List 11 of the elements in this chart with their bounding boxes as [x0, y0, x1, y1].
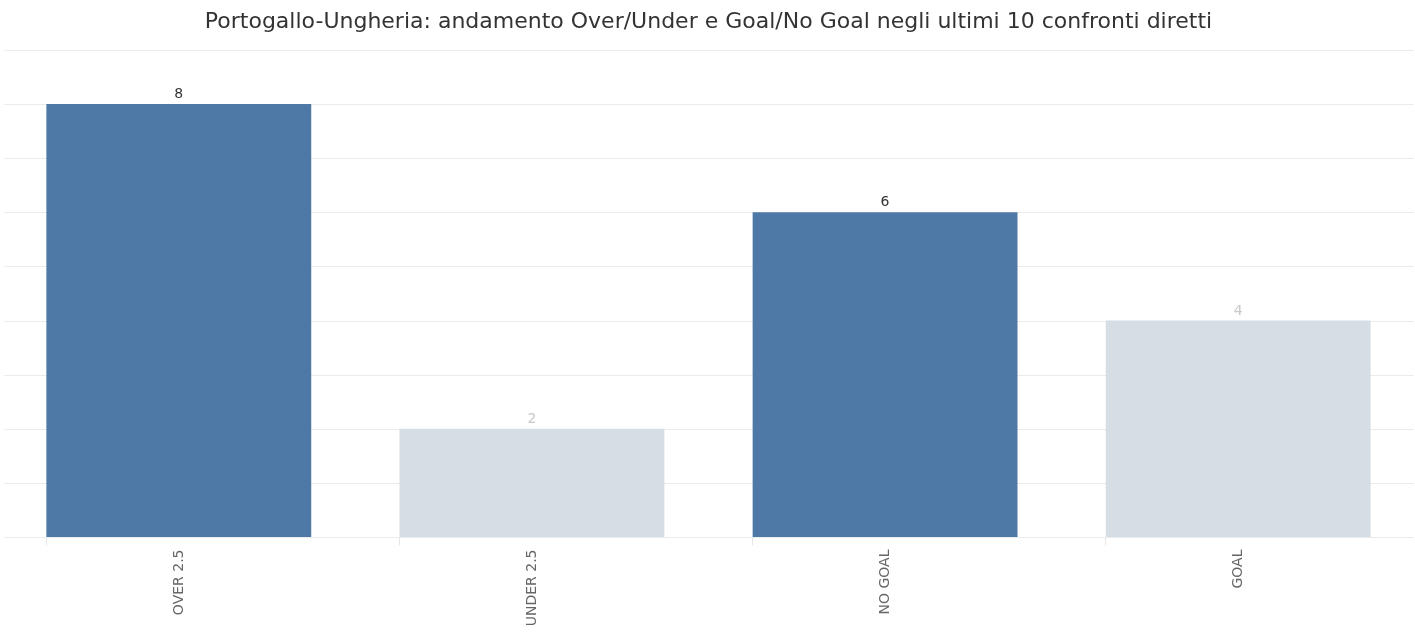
chart-title: Portogallo-Ungheria: andamento Over/Under e Goal/No Goal negli ultimi 10 confronti diretti: [204, 8, 1213, 33]
bar: [399, 428, 665, 537]
x-tick-label: OVER 2.5: [169, 549, 186, 616]
bar: [752, 212, 1018, 537]
x-tick-label: NO GOAL: [876, 549, 893, 615]
x-tick-label: GOAL: [1229, 549, 1246, 589]
data-label: 8: [174, 85, 184, 102]
bar: [1105, 320, 1371, 537]
x-tick-label: UNDER 2.5: [522, 549, 539, 627]
bar: [46, 104, 312, 537]
data-label: 6: [880, 193, 890, 210]
